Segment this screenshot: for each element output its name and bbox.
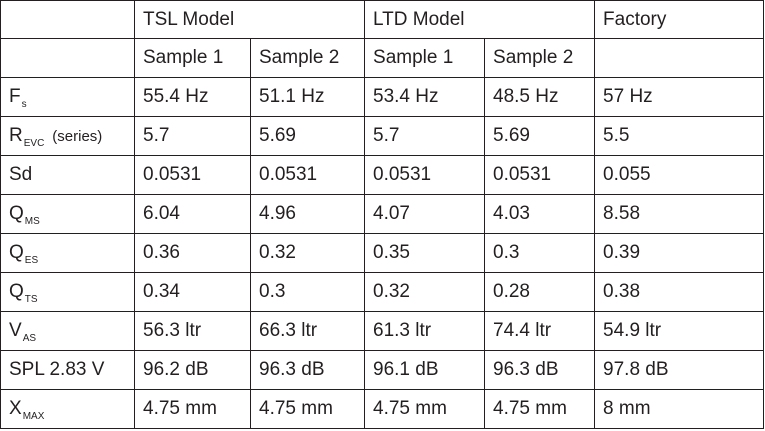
value-cell-tsl-sample-2: 0.32	[249, 233, 366, 273]
corner-cell	[0, 0, 135, 39]
parameter-cell: VAS	[0, 311, 135, 351]
sample-header-ltd-2: Sample 2	[484, 38, 596, 78]
value-cell-factory: 57 Hz	[594, 77, 765, 117]
table-row: Sd 0.0531 0.0531 0.0531 0.0531 0.055	[0, 155, 765, 195]
value-cell-ltd-sample-2: 4.03	[484, 194, 596, 234]
parameter-cell: SPL 2.83 V	[0, 350, 135, 390]
value-cell-factory: 97.8 dB	[594, 350, 765, 390]
value-cell-tsl-sample-2: 5.69	[249, 116, 366, 156]
parameter-symbol: Q	[9, 203, 24, 224]
value-cell-tsl-sample-2: 4.96	[249, 194, 366, 234]
group-header-tsl: TSL Model	[133, 0, 366, 39]
value-cell-ltd-sample-2: 0.3	[484, 233, 596, 273]
group-header-row: TSL Model LTD Model Factory	[0, 0, 765, 39]
value-cell-factory: 5.5	[594, 116, 765, 156]
value-cell-tsl-sample-1: 96.2 dB	[134, 350, 251, 390]
table-row: REVC (series) 5.7 5.69 5.7 5.69 5.5	[0, 116, 765, 156]
value-cell-ltd-sample-2: 4.75 mm	[484, 389, 596, 429]
parameter-cell: QES	[0, 233, 135, 273]
value-cell-factory: 8.58	[594, 194, 765, 234]
table-row: QMS 6.04 4.96 4.07 4.03 8.58	[0, 194, 765, 234]
parameter-subscript: ES	[24, 255, 39, 266]
parameter-subscript: MS	[24, 216, 40, 227]
value-cell-tsl-sample-1: 0.34	[134, 272, 251, 312]
value-cell-factory: 0.39	[594, 233, 765, 273]
value-cell-ltd-sample-2: 5.69	[484, 116, 596, 156]
value-cell-tsl-sample-2: 4.75 mm	[249, 389, 366, 429]
value-cell-ltd-sample-1: 0.35	[364, 233, 486, 273]
value-cell-tsl-sample-2: 96.3 dB	[249, 350, 366, 390]
value-cell-tsl-sample-1: 6.04	[134, 194, 251, 234]
table-row: VAS 56.3 ltr 66.3 ltr 61.3 ltr 74.4 ltr 54.9 …	[0, 311, 765, 351]
value-cell-ltd-sample-1: 0.0531	[364, 155, 486, 195]
parameter-cell: Sd	[0, 155, 135, 195]
parameter-subscript: MAX	[22, 411, 45, 422]
parameter-cell: Fs	[0, 77, 135, 117]
value-cell-ltd-sample-2: 96.3 dB	[484, 350, 596, 390]
value-cell-tsl-sample-2: 66.3 ltr	[249, 311, 366, 351]
value-cell-ltd-sample-1: 4.75 mm	[364, 389, 486, 429]
parameter-symbol: Q	[9, 281, 24, 302]
parameter-cell: QTS	[0, 272, 135, 312]
sample-header-row: Sample 1 Sample 2 Sample 1 Sample 2	[0, 38, 765, 78]
value-cell-factory: 0.055	[594, 155, 765, 195]
parameter-subscript: AS	[22, 333, 37, 344]
table-row: Fs 55.4 Hz 51.1 Hz 53.4 Hz 48.5 Hz 57 Hz	[0, 77, 765, 117]
value-cell-tsl-sample-1: 5.7	[134, 116, 251, 156]
value-cell-factory: 0.38	[594, 272, 765, 312]
parameter-subscript: TS	[24, 294, 38, 305]
value-cell-ltd-sample-2: 74.4 ltr	[484, 311, 596, 351]
parameter-cell: REVC (series)	[0, 116, 135, 156]
parameter-symbol: R	[9, 125, 23, 146]
parameter-symbol: Sd	[9, 164, 33, 185]
value-cell-ltd-sample-1: 0.32	[364, 272, 486, 312]
group-header-factory: Factory	[594, 0, 765, 39]
value-cell-tsl-sample-2: 51.1 Hz	[249, 77, 366, 117]
table-row: QTS 0.34 0.3 0.32 0.28 0.38	[0, 272, 765, 312]
sample-header-factory-blank	[594, 38, 765, 78]
value-cell-factory: 8 mm	[594, 389, 765, 429]
value-cell-tsl-sample-2: 0.0531	[249, 155, 366, 195]
value-cell-ltd-sample-1: 61.3 ltr	[364, 311, 486, 351]
sample-header-blank	[0, 38, 135, 78]
value-cell-tsl-sample-1: 56.3 ltr	[134, 311, 251, 351]
parameter-symbol: V	[9, 320, 22, 341]
value-cell-tsl-sample-1: 0.0531	[134, 155, 251, 195]
sample-header-ltd-1: Sample 1	[364, 38, 486, 78]
parameter-symbol: X	[9, 398, 22, 419]
value-cell-tsl-sample-1: 55.4 Hz	[134, 77, 251, 117]
parameter-note: (series)	[52, 128, 103, 145]
sample-header-tsl-2: Sample 2	[249, 38, 366, 78]
table-row: QES 0.36 0.32 0.35 0.3 0.39	[0, 233, 765, 273]
parameter-symbol: SPL 2.83 V	[9, 359, 105, 380]
value-cell-factory: 54.9 ltr	[594, 311, 765, 351]
parameter-subscript: EVC	[23, 138, 45, 149]
sample-header-tsl-1: Sample 1	[134, 38, 251, 78]
table-row: XMAX 4.75 mm 4.75 mm 4.75 mm 4.75 mm 8 mm	[0, 389, 765, 429]
value-cell-ltd-sample-2: 0.28	[484, 272, 596, 312]
value-cell-ltd-sample-2: 48.5 Hz	[484, 77, 596, 117]
value-cell-ltd-sample-1: 4.07	[364, 194, 486, 234]
parameter-symbol: F	[9, 86, 21, 107]
value-cell-ltd-sample-2: 0.0531	[484, 155, 596, 195]
value-cell-ltd-sample-1: 96.1 dB	[364, 350, 486, 390]
parameter-symbol: Q	[9, 242, 24, 263]
value-cell-ltd-sample-1: 53.4 Hz	[364, 77, 486, 117]
table-row: SPL 2.83 V 96.2 dB 96.3 dB 96.1 dB 96.3 dB 97…	[0, 350, 765, 390]
parameter-subscript: s	[21, 99, 27, 110]
value-cell-tsl-sample-1: 0.36	[134, 233, 251, 273]
parameter-cell: QMS	[0, 194, 135, 234]
group-header-ltd: LTD Model	[364, 0, 596, 39]
value-cell-ltd-sample-1: 5.7	[364, 116, 486, 156]
value-cell-tsl-sample-1: 4.75 mm	[134, 389, 251, 429]
value-cell-tsl-sample-2: 0.3	[249, 272, 366, 312]
parameter-cell: XMAX	[0, 389, 135, 429]
